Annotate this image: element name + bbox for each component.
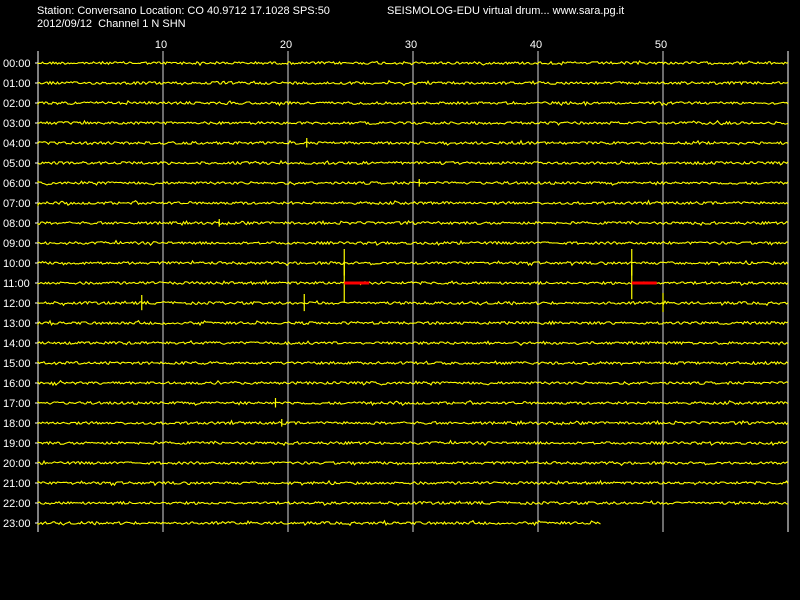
trace-line — [37, 159, 789, 166]
label-layer: 10 20 30 40 50 00:00 01:00 02:00 03:00 04:00 05:00… — [3, 39, 667, 530]
trace-line — [37, 279, 789, 286]
x-tick-label: 30 — [405, 39, 417, 51]
trace-line — [37, 379, 789, 387]
hour-label: 00:00 — [3, 58, 31, 70]
hour-label: 06:00 — [3, 178, 31, 190]
hour-label: 18:00 — [3, 418, 31, 430]
hour-label: 22:00 — [3, 498, 31, 510]
hour-label: 11:00 — [3, 278, 30, 290]
x-tick-label: 20 — [280, 39, 292, 51]
x-tick-label: 10 — [155, 39, 167, 51]
hour-label: 15:00 — [3, 358, 31, 370]
hour-label: 16:00 — [3, 378, 31, 390]
event-marker — [344, 281, 370, 285]
hour-label: 12:00 — [3, 298, 31, 310]
hour-label: 19:00 — [3, 438, 31, 450]
event-marker — [631, 281, 657, 285]
hour-label: 14:00 — [3, 338, 31, 350]
trace-line — [37, 99, 789, 107]
hour-label: 08:00 — [3, 218, 31, 230]
trace-line — [37, 360, 789, 367]
hour-label: 03:00 — [3, 118, 31, 130]
hour-label: 07:00 — [3, 198, 31, 210]
trace-line — [37, 199, 789, 207]
hour-label: 02:00 — [3, 98, 31, 110]
trace-line — [37, 180, 789, 186]
trace-line — [37, 60, 789, 67]
trace-line — [37, 79, 789, 87]
hour-label: 09:00 — [3, 238, 31, 250]
trace-line — [37, 419, 789, 427]
trace-line — [37, 500, 789, 507]
hour-label: 01:00 — [3, 78, 31, 90]
trace-line — [37, 319, 789, 327]
hour-label: 21:00 — [3, 478, 31, 490]
hour-label: 23:00 — [3, 518, 31, 530]
trace-line — [37, 340, 789, 346]
trace-line — [37, 400, 789, 407]
hour-label: 17:00 — [3, 398, 31, 410]
hour-label: 05:00 — [3, 158, 31, 170]
hour-label: 10:00 — [3, 258, 31, 270]
trace-line — [37, 259, 789, 267]
trace-line — [37, 439, 789, 447]
date-channel-info: 2012/09/12 Channel 1 N SHN — [37, 18, 186, 30]
hour-label: 13:00 — [3, 318, 31, 330]
x-tick-label: 40 — [530, 39, 542, 51]
x-tick-label: 50 — [655, 39, 667, 51]
hour-label: 20:00 — [3, 458, 31, 470]
trace-line — [37, 519, 601, 527]
trace-line — [37, 459, 789, 467]
trace-line — [37, 479, 789, 487]
hour-label: 04:00 — [3, 138, 31, 150]
app-title: SEISMOLOG-EDU virtual drum... www.sara.p… — [387, 5, 625, 17]
trace-line — [37, 239, 789, 246]
trace-line — [37, 119, 789, 126]
trace-layer — [37, 60, 789, 527]
trace-line — [37, 139, 789, 146]
station-info: Station: Conversano Location: CO 40.9712… — [37, 5, 330, 17]
trace-line — [37, 220, 789, 227]
grid-layer — [35, 51, 789, 532]
